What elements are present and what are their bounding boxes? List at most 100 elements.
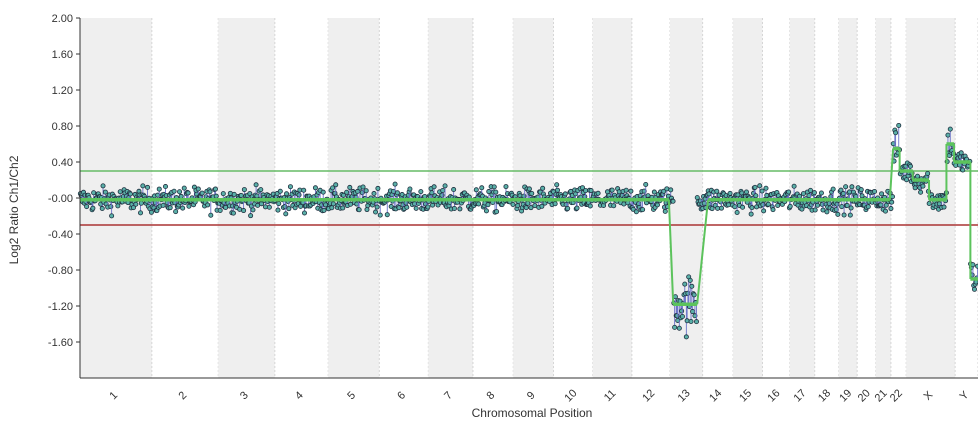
data-point [277,188,283,194]
data-point [732,204,738,210]
x-tick-label-3: 3 [238,389,251,402]
x-tick-label-15: 15 [737,387,754,404]
data-point [185,190,191,196]
data-point [373,209,379,215]
data-point [914,173,920,179]
data-point [138,200,144,206]
data-point [587,203,593,209]
x-tick-label-20: 20 [856,387,873,404]
data-point [689,283,695,289]
data-point [275,207,281,213]
data-point [231,191,237,197]
x-tick-label-10: 10 [562,387,579,404]
data-point [529,190,535,196]
y-tick-label: 1.20 [52,85,73,97]
data-point [160,202,166,208]
data-point [148,209,154,215]
data-point [687,277,693,283]
data-point [787,203,793,209]
data-point [199,190,205,196]
data-point [230,210,236,216]
data-point [286,206,292,212]
data-point [683,334,689,340]
data-point [761,208,767,214]
data-point [99,206,105,212]
data-point [685,290,691,296]
data-point [843,184,849,190]
data-point [539,203,545,209]
data-point [907,163,913,169]
data-point [925,170,931,176]
data-point [811,190,817,196]
data-point [847,212,853,218]
data-point [960,167,966,173]
data-point [451,205,457,211]
data-point [865,204,871,210]
data-point [493,189,499,195]
x-tick-label-1: 1 [107,389,120,402]
data-point [375,185,381,191]
data-point [888,206,894,212]
data-point [340,205,346,211]
data-point [102,189,108,195]
data-point [167,205,173,211]
data-point [523,205,529,211]
y-tick-label: -0.80 [48,265,73,277]
data-point [668,187,674,193]
data-point [177,189,183,195]
data-point [483,208,489,214]
segment-connector [696,199,710,305]
data-point [565,205,571,211]
data-point [609,187,615,193]
data-point [503,184,509,190]
data-point [676,325,682,331]
data-point [404,204,410,210]
x-tick-label-11: 11 [602,388,619,405]
data-point [763,185,769,191]
data-point [392,181,398,187]
data-point [958,150,964,156]
data-point [195,186,201,192]
data-point [90,205,96,211]
data-point [321,207,327,213]
data-point [344,189,350,195]
data-point [360,184,366,190]
y-tick-label: 0.80 [52,121,73,133]
data-point [841,212,847,218]
y-axis: 2.00 1.60 1.20 0.80 0.40 -0.00 -0.40 -0.80 -1.20… [48,13,81,378]
data-point [833,207,839,213]
data-point [84,204,90,210]
data-point [248,213,254,219]
x-tick-label-13: 13 [676,387,693,404]
data-point [806,193,812,199]
data-point [912,185,918,191]
data-point [298,203,304,209]
data-point [485,202,491,208]
data-point [844,203,850,209]
data-point [757,183,763,189]
data-point [859,193,865,199]
data-point [396,205,402,211]
data-point [709,206,715,212]
data-point [633,209,639,215]
data-point [849,184,855,190]
x-tick-label-2: 2 [177,389,190,402]
data-point [651,189,657,195]
y-tick-label: -0.40 [48,229,73,241]
data-point [205,202,211,208]
data-point [692,313,698,319]
data-point [661,188,667,194]
data-point [878,202,884,208]
data-point [727,190,733,196]
data-point [363,188,369,194]
data-point [947,126,953,132]
data-point [425,204,431,210]
data-point [178,193,184,199]
x-tick-label-6: 6 [395,389,408,402]
x-tick-label-12: 12 [640,387,657,404]
data-point [654,202,660,208]
data-point [552,201,558,207]
data-point [247,191,253,197]
data-point [266,204,272,210]
